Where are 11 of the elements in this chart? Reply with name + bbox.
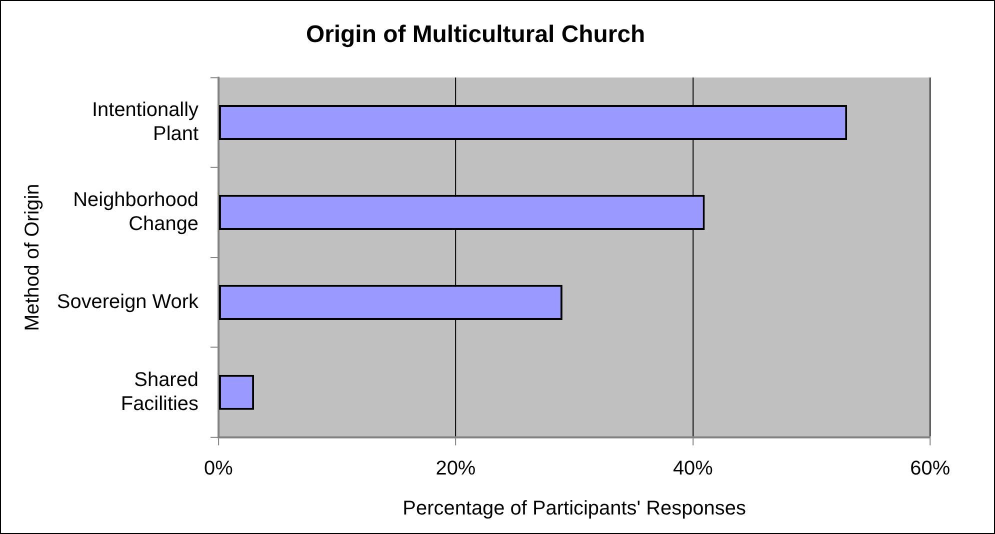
y-tick-label: Intentionally Plant — [92, 99, 199, 145]
y-tick-label: Sovereign Work — [56, 290, 199, 313]
x-tick-label: 0% — [204, 458, 234, 480]
x-tick-label: 60% — [910, 458, 950, 480]
y-tick-label: Shared Facilities — [120, 368, 199, 415]
x-tick-label: 20% — [436, 458, 476, 480]
y-tick-label: Neighborhood Change — [73, 189, 199, 235]
chart-title: Origin of Multicultural Church — [306, 20, 646, 48]
y-axis-title: Method of Origin — [21, 184, 44, 332]
x-axis-title: Percentage of Participants' Responses — [402, 498, 746, 520]
x-tick-label: 40% — [672, 458, 714, 480]
